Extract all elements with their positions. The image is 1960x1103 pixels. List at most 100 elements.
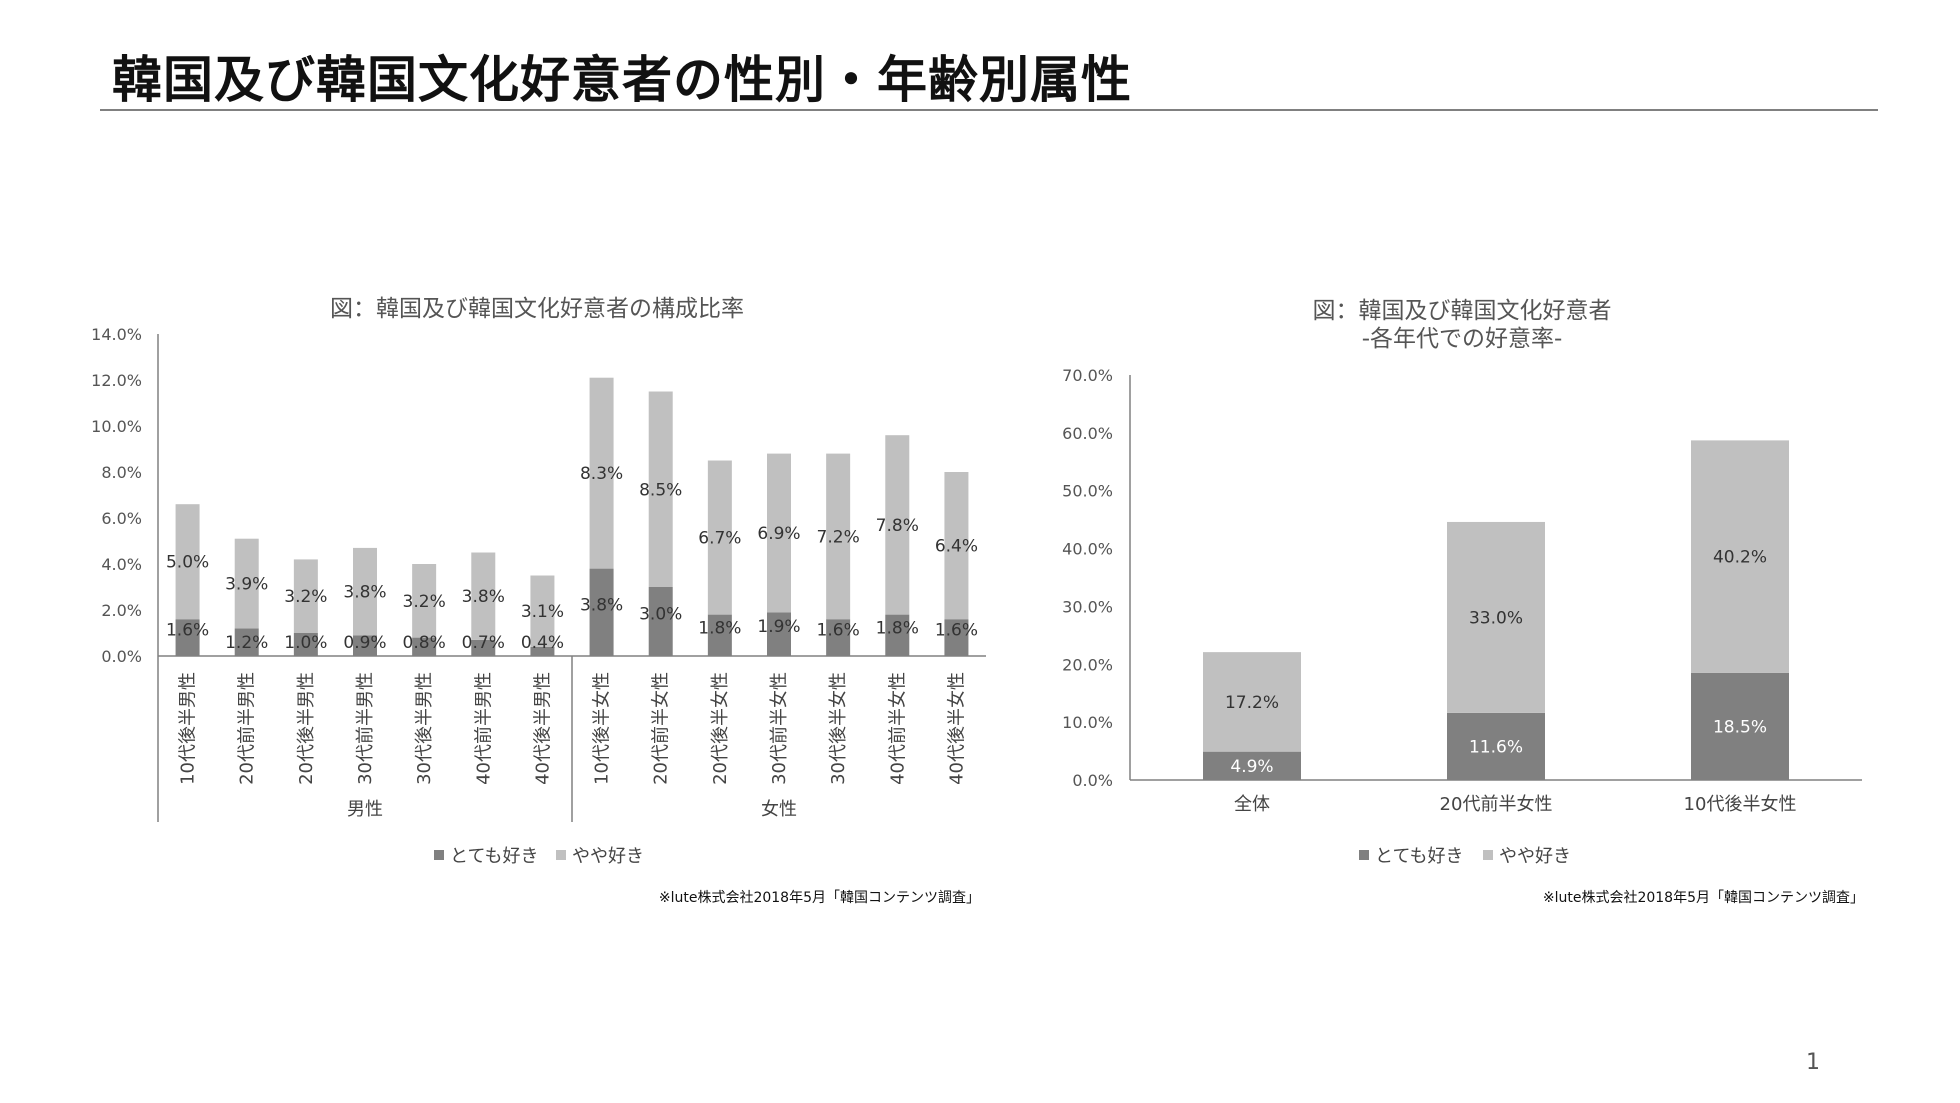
title-divider (100, 109, 1878, 111)
data-label-strong: 4.9% (1230, 757, 1273, 777)
legend-swatch-light (1483, 850, 1493, 860)
data-label-strong: 1.0% (284, 633, 327, 653)
data-label-strong: 0.9% (343, 633, 386, 653)
bar-segment-light (471, 552, 496, 640)
group-label: 女性 (761, 799, 797, 820)
favorability-chart-subtitle: -各年代での好意率- (1362, 326, 1563, 352)
y-tick-label: 6.0% (101, 509, 142, 528)
y-tick-label: 60.0% (1062, 424, 1113, 443)
y-tick-label: 10.0% (1062, 713, 1113, 732)
x-category-label: 30代後半女性 (828, 672, 849, 785)
y-tick-label: 30.0% (1062, 597, 1113, 616)
y-tick-label: 0.0% (1072, 771, 1113, 790)
favorability-chart-source: ※lute株式会社2018年5月「韓国コンテンツ調査」 (1543, 890, 1864, 906)
legend-label-light: やや好き (1499, 846, 1571, 867)
legend-swatch-strong (434, 850, 444, 860)
legend-swatch-light (556, 850, 566, 860)
bar-segment-strong (1447, 712, 1545, 780)
data-label-strong: 1.2% (225, 633, 268, 653)
y-tick-label: 2.0% (101, 601, 142, 620)
bar-segment-strong (1203, 751, 1301, 780)
legend-swatch-strong (1359, 850, 1369, 860)
bar-segment-strong (412, 637, 437, 656)
composition-chart: 図：韓国及び韓国文化好意者の構成比率 0.0% 2.0% 4.0% 6.0% 8.0% 1… (91, 296, 986, 906)
data-label-strong: 0.7% (462, 633, 505, 653)
page-number: 1 (1806, 1050, 1820, 1075)
bar-segment-light (589, 377, 614, 569)
bar-segment-strong (234, 628, 259, 656)
data-label-light: 3.9% (225, 575, 268, 595)
data-label-light: 8.3% (580, 464, 623, 484)
y-tick-label: 4.0% (101, 555, 142, 574)
favorability-rate-chart: 図：韓国及び韓国文化好意者 -各年代での好意率- 0.0% 10.0% 20.0% 3… (1062, 298, 1864, 906)
legend-label-strong: とても好き (450, 846, 539, 867)
composition-chart-source: ※lute株式会社2018年5月「韓国コンテンツ調査」 (659, 890, 980, 906)
y-tick-label: 20.0% (1062, 655, 1113, 674)
bar-segment-strong (530, 646, 555, 656)
x-category-label: 20代後半男性 (296, 672, 317, 785)
bar-segment-light (1447, 521, 1545, 713)
x-category-label: 40代前半男性 (473, 672, 494, 785)
bar-segment-strong (885, 614, 910, 656)
x-category-label: 30代前半女性 (769, 672, 790, 785)
bar-segment-light (648, 391, 673, 587)
y-tick-label: 70.0% (1062, 366, 1113, 385)
bar-segment-strong (826, 619, 851, 656)
data-label-strong: 11.6% (1469, 737, 1523, 757)
bar-segment-strong (353, 635, 377, 656)
data-label-strong: 1.8% (698, 618, 741, 638)
bar-segment-light (944, 472, 969, 620)
x-category-label: 20代前半男性 (237, 672, 258, 785)
bar-segment-strong (944, 619, 969, 656)
favorability-chart-title: 図：韓国及び韓国文化好意者 (1313, 298, 1612, 324)
data-label-strong: 18.5% (1713, 717, 1767, 737)
data-label-strong: 3.0% (639, 605, 682, 625)
favorability-chart-legend: とても好き やや好き (1359, 846, 1571, 867)
data-label-light: 6.9% (757, 524, 800, 544)
bar-segment-light (767, 453, 791, 613)
data-label-strong: 1.6% (817, 621, 860, 641)
composition-chart-bars (175, 377, 969, 656)
composition-chart-legend: とても好き やや好き (434, 846, 644, 867)
x-category-label: 10代後半男性 (178, 672, 199, 785)
data-label-light: 8.5% (639, 480, 682, 500)
bar-segment-light (1203, 652, 1301, 752)
data-label-light: 3.8% (462, 587, 505, 607)
data-label-light: 5.0% (166, 553, 209, 573)
x-category-label: 10代後半女性 (592, 672, 613, 785)
y-tick-label: 40.0% (1062, 540, 1113, 559)
bar-segment-light (707, 460, 732, 615)
x-category-label: 40代後半男性 (532, 672, 553, 785)
data-label-light: 17.2% (1225, 693, 1279, 713)
data-label-light: 7.8% (876, 516, 919, 536)
legend-label-strong: とても好き (1375, 846, 1464, 867)
data-label-light: 3.8% (343, 583, 386, 603)
bar-segment-light (175, 504, 200, 620)
bar-segment-light (353, 547, 377, 636)
data-label-strong: 0.4% (521, 633, 564, 653)
bar-segment-strong (648, 587, 673, 656)
bar-segment-strong (175, 619, 200, 656)
bar-segment-strong (1691, 672, 1789, 780)
data-label-light: 3.1% (521, 602, 564, 622)
composition-chart-labels: 1.6% 5.0% 1.2% 3.9% 1.0% 3.2% 0.9% 3.8% 0.8% 3.2%… (166, 464, 978, 653)
bar-segment-strong (707, 614, 732, 656)
x-category-label: 全体 (1234, 794, 1270, 815)
bar-segment-light (234, 538, 259, 629)
bar-segment-light (530, 575, 555, 647)
bar-segment-strong (293, 633, 318, 656)
y-tick-label: 10.0% (91, 417, 142, 436)
bar-segment-light (1691, 440, 1789, 673)
bar-segment-light (412, 564, 437, 638)
x-category-label: 20代後半女性 (710, 672, 731, 785)
y-tick-label: 50.0% (1062, 482, 1113, 501)
bar-segment-light (885, 435, 910, 615)
composition-chart-title: 図：韓国及び韓国文化好意者の構成比率 (330, 296, 744, 322)
y-tick-label: 12.0% (91, 371, 142, 390)
data-label-light: 40.2% (1713, 548, 1767, 568)
data-label-strong: 0.8% (403, 633, 446, 653)
x-category-label: 40代前半女性 (887, 672, 908, 785)
data-label-light: 6.4% (935, 537, 978, 557)
data-label-strong: 1.6% (935, 621, 978, 641)
